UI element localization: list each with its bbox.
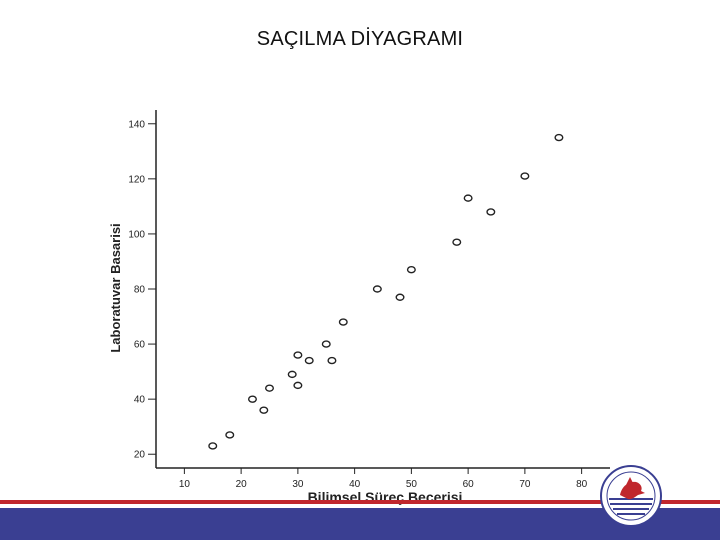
x-tick-label: 40 (349, 479, 361, 490)
data-point (327, 356, 337, 365)
data-point (452, 238, 462, 246)
data-point (321, 340, 331, 348)
data-point (247, 395, 257, 403)
data-point (520, 172, 530, 180)
y-tick-label: 40 (134, 395, 146, 406)
y-tick-label: 140 (128, 119, 145, 130)
x-tick-label: 30 (292, 479, 304, 490)
university-seal-icon (600, 465, 662, 527)
footer-stripe (0, 500, 720, 504)
data-point (208, 442, 218, 450)
x-tick-label: 20 (236, 479, 248, 490)
y-tick-label: 20 (134, 450, 146, 461)
y-axis-label: Laboratuvar Basarisi (108, 223, 123, 352)
x-tick-label: 70 (519, 479, 531, 490)
x-tick-label: 80 (576, 479, 588, 490)
data-point (287, 370, 297, 379)
y-tick-label: 60 (134, 340, 146, 351)
data-point (486, 208, 496, 216)
x-tick-label: 50 (406, 479, 418, 490)
axes: 20 40 60 80 100 120 140 10 20 30 40 50 60 70 80 (128, 110, 610, 490)
data-point (265, 384, 275, 392)
data-point (293, 381, 303, 390)
x-tick-label: 10 (179, 479, 191, 490)
data-point (338, 318, 348, 326)
data-point (293, 351, 303, 359)
footer-band (0, 508, 720, 540)
data-point (259, 406, 269, 414)
data-points (208, 133, 564, 450)
y-tick-label: 120 (128, 174, 145, 185)
data-point (463, 194, 473, 202)
data-point (395, 293, 405, 301)
slide-title: SAÇILMA DİYAGRAMI (256, 28, 464, 50)
data-point (304, 356, 314, 365)
y-tick-label: 80 (134, 285, 146, 296)
data-point (225, 431, 235, 439)
y-tick-label: 100 (128, 229, 145, 240)
data-point (372, 285, 382, 293)
data-point (406, 266, 416, 274)
data-point (554, 133, 564, 142)
x-tick-label: 60 (463, 479, 475, 490)
